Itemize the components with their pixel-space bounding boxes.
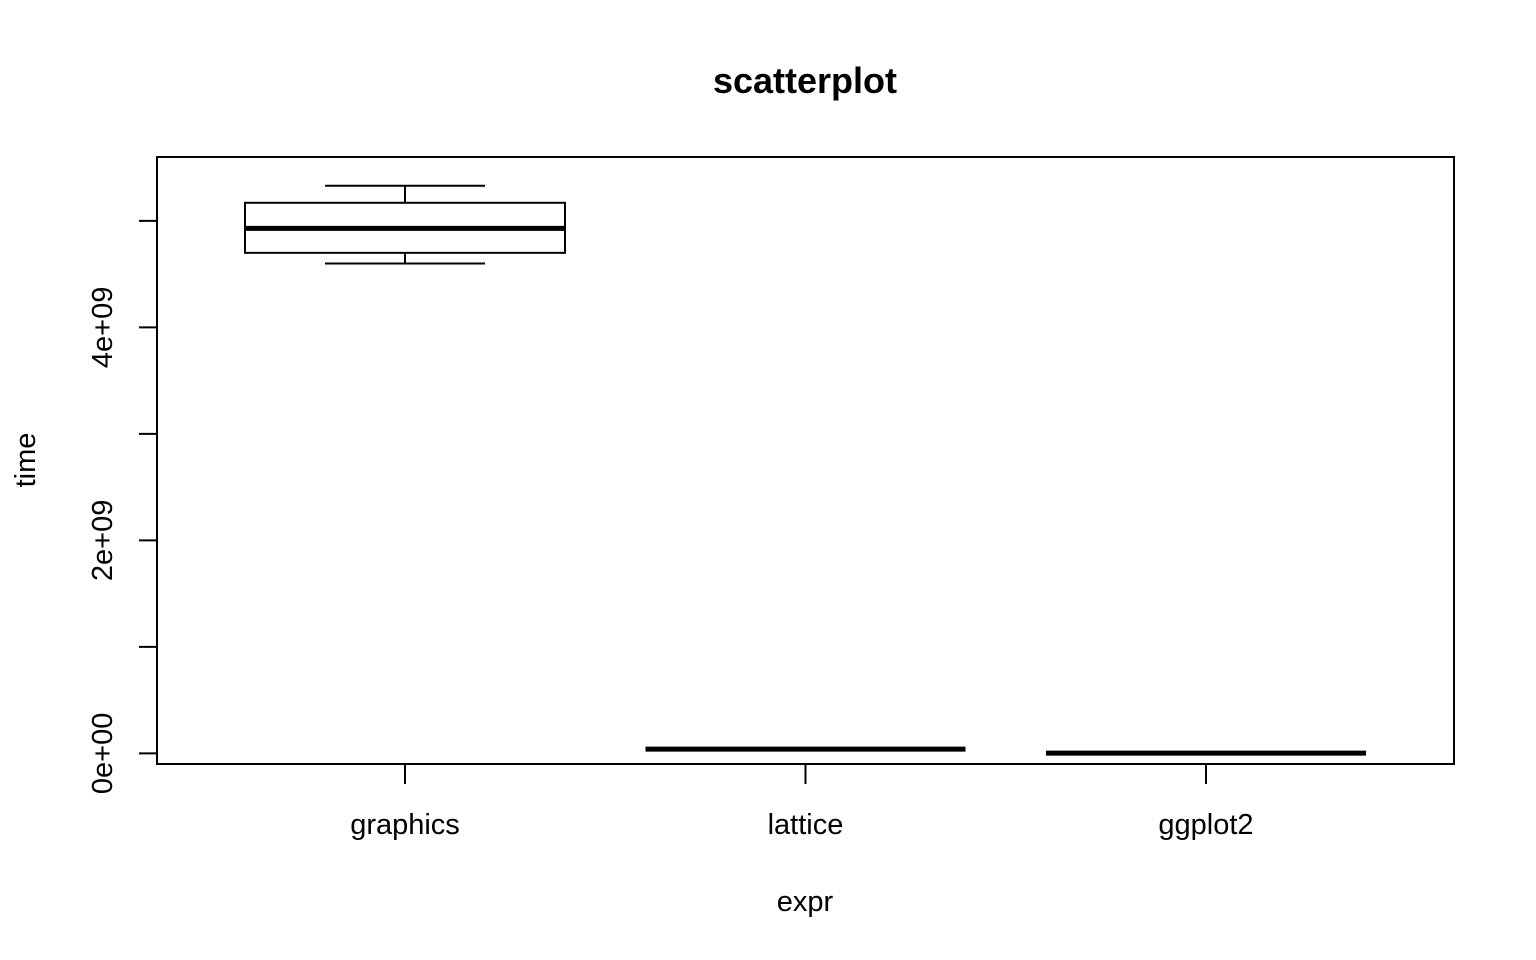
box-series xyxy=(244,184,1366,756)
box-graphics xyxy=(244,184,566,265)
y-axis-label: time xyxy=(10,433,42,488)
x-tick-label: graphics xyxy=(350,809,460,841)
chart-title: scatterplot xyxy=(713,60,897,101)
x-tick-label: ggplot2 xyxy=(1158,809,1253,841)
y-axis: 0e+00 2e+09 4e+09 xyxy=(87,219,157,794)
x-axis-label: expr xyxy=(777,886,834,918)
y-tick-label: 4e+09 xyxy=(87,287,119,368)
y-tick-label: 0e+00 xyxy=(87,713,119,794)
x-axis: graphics lattice ggplot2 xyxy=(350,764,1254,841)
plot-frame xyxy=(156,156,1455,765)
y-tick-label: 2e+09 xyxy=(87,500,119,581)
x-tick-label: lattice xyxy=(768,809,844,841)
